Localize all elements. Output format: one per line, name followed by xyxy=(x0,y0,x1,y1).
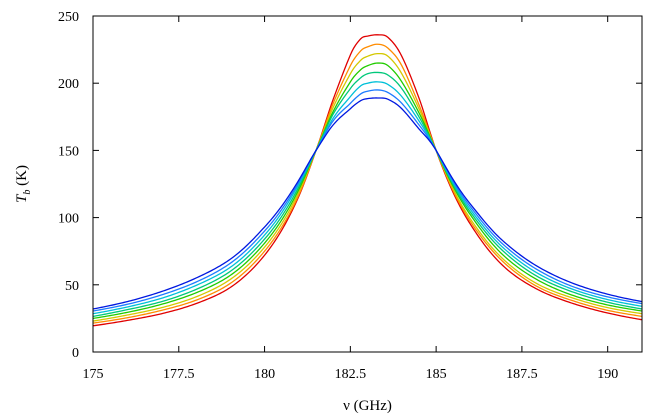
y-axis-label: Tb (K) xyxy=(14,165,33,203)
series-line-5 xyxy=(92,71,643,318)
x-axis-label: ν (GHz) xyxy=(343,398,392,414)
y-tick-label: 50 xyxy=(65,279,79,294)
series-lines xyxy=(92,34,643,327)
series-line-8 xyxy=(92,97,643,310)
series-line-3 xyxy=(92,52,643,322)
series-line-1 xyxy=(92,34,643,327)
series-line-6 xyxy=(92,81,643,315)
x-tick-label: 177.5 xyxy=(163,367,195,382)
y-axis-label-unit: (K) xyxy=(14,165,30,190)
y-tick-label: 250 xyxy=(58,10,79,25)
series-line-2 xyxy=(92,43,643,324)
y-tick-label: 200 xyxy=(58,77,79,92)
x-tick-label: 185 xyxy=(426,367,447,382)
y-tick-label: 0 xyxy=(72,346,79,361)
x-tick-label: 175 xyxy=(83,367,104,382)
series-line-7 xyxy=(92,89,643,312)
tick-labels: 175 177.5 180 182.5 185 187.5 190 0 50 100 150 200 2… xyxy=(58,10,618,382)
y-tick-label: 100 xyxy=(58,212,79,227)
x-tick-label: 190 xyxy=(597,367,618,382)
y-axis-label-symbol: T xyxy=(14,193,30,203)
y-axis-label-subscript: b xyxy=(22,190,33,195)
plot-frame xyxy=(92,15,643,353)
series-line-4 xyxy=(92,62,643,320)
x-tick-label: 180 xyxy=(254,367,275,382)
axis-ticks xyxy=(92,15,642,353)
y-tick-label: 150 xyxy=(58,144,79,159)
x-tick-label: 182.5 xyxy=(335,367,367,382)
x-tick-label: 187.5 xyxy=(506,367,538,382)
